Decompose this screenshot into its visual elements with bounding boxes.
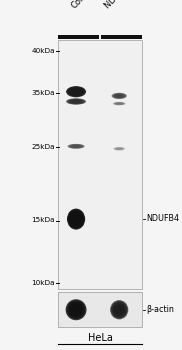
Ellipse shape [70, 100, 82, 103]
Ellipse shape [67, 209, 85, 230]
Ellipse shape [110, 300, 128, 319]
Ellipse shape [70, 303, 82, 316]
Ellipse shape [116, 94, 122, 97]
Ellipse shape [114, 102, 125, 105]
Ellipse shape [116, 148, 122, 150]
Ellipse shape [69, 211, 83, 228]
Text: 15kDa: 15kDa [31, 217, 55, 224]
Ellipse shape [113, 303, 126, 316]
Ellipse shape [72, 306, 80, 314]
Text: 10kDa: 10kDa [31, 280, 55, 286]
Ellipse shape [115, 94, 124, 98]
Ellipse shape [115, 148, 123, 150]
Ellipse shape [69, 302, 83, 317]
Bar [101, 35, 142, 39]
Ellipse shape [73, 145, 80, 147]
Ellipse shape [72, 90, 80, 94]
Ellipse shape [115, 103, 123, 105]
Ellipse shape [115, 305, 124, 315]
Ellipse shape [114, 147, 124, 150]
Ellipse shape [113, 102, 126, 105]
Text: 35kDa: 35kDa [31, 90, 55, 96]
Ellipse shape [116, 148, 123, 150]
Ellipse shape [112, 302, 126, 317]
Text: NDUFB4 KO: NDUFB4 KO [103, 0, 144, 10]
Ellipse shape [72, 215, 80, 223]
Ellipse shape [115, 103, 124, 105]
Text: HeLa: HeLa [88, 333, 112, 343]
Text: β-actin: β-actin [146, 305, 174, 314]
Ellipse shape [68, 210, 84, 229]
Ellipse shape [72, 100, 80, 103]
Text: 25kDa: 25kDa [31, 144, 55, 150]
Ellipse shape [68, 87, 84, 96]
Ellipse shape [114, 147, 124, 150]
Ellipse shape [114, 304, 125, 316]
Ellipse shape [66, 86, 86, 97]
Ellipse shape [68, 144, 84, 148]
Ellipse shape [71, 213, 82, 225]
Ellipse shape [66, 299, 87, 320]
Ellipse shape [70, 145, 82, 148]
Ellipse shape [112, 93, 126, 99]
Ellipse shape [67, 144, 85, 149]
Ellipse shape [67, 87, 85, 97]
Ellipse shape [111, 301, 127, 318]
Ellipse shape [71, 100, 81, 103]
Ellipse shape [114, 102, 124, 105]
Bar [58, 292, 142, 327]
Ellipse shape [69, 88, 83, 96]
Ellipse shape [70, 212, 82, 226]
Bar [58, 40, 142, 289]
Ellipse shape [72, 214, 81, 224]
Ellipse shape [113, 93, 125, 98]
Ellipse shape [70, 88, 82, 95]
Ellipse shape [67, 99, 85, 104]
Ellipse shape [72, 145, 80, 148]
Text: NDUFB4: NDUFB4 [146, 214, 179, 223]
Ellipse shape [68, 99, 84, 104]
Ellipse shape [69, 144, 83, 148]
Ellipse shape [113, 147, 125, 150]
Ellipse shape [66, 98, 86, 105]
Text: Control: Control [69, 0, 97, 10]
Ellipse shape [68, 301, 84, 318]
Ellipse shape [71, 89, 81, 95]
Ellipse shape [71, 304, 81, 315]
Ellipse shape [111, 93, 127, 99]
Ellipse shape [67, 300, 86, 319]
Ellipse shape [114, 94, 125, 98]
Ellipse shape [116, 306, 123, 314]
Ellipse shape [116, 103, 122, 105]
Bar [58, 35, 99, 39]
Ellipse shape [69, 99, 83, 104]
Ellipse shape [71, 145, 81, 148]
Ellipse shape [115, 94, 123, 97]
Text: 40kDa: 40kDa [31, 48, 55, 54]
